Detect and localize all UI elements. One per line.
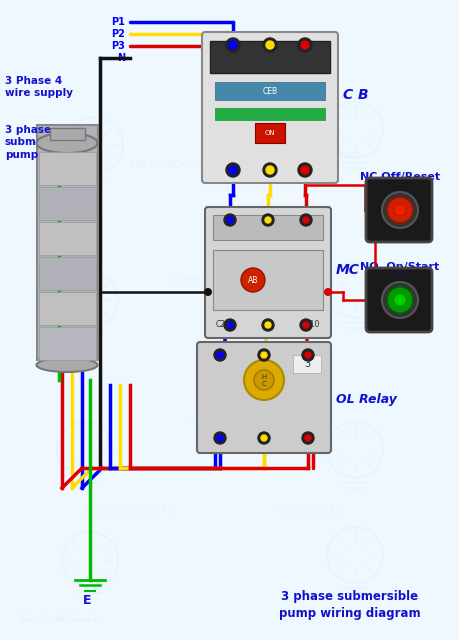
Circle shape bbox=[263, 163, 276, 177]
Bar bbox=[39, 222, 96, 255]
FancyBboxPatch shape bbox=[205, 207, 330, 338]
Circle shape bbox=[300, 166, 308, 174]
Bar bbox=[39, 152, 96, 185]
Text: P2: P2 bbox=[111, 29, 125, 39]
Bar bbox=[210, 41, 329, 73]
Circle shape bbox=[217, 352, 223, 358]
Bar bbox=[39, 187, 96, 220]
Circle shape bbox=[257, 349, 269, 361]
Circle shape bbox=[217, 435, 223, 441]
Circle shape bbox=[213, 432, 225, 444]
Text: NO  On/Start: NO On/Start bbox=[359, 262, 439, 272]
Circle shape bbox=[262, 319, 274, 331]
Circle shape bbox=[393, 204, 405, 216]
Circle shape bbox=[381, 192, 417, 228]
Bar bbox=[213, 250, 322, 310]
Circle shape bbox=[203, 288, 212, 296]
FancyBboxPatch shape bbox=[365, 178, 431, 242]
Bar bbox=[50, 128, 85, 140]
Circle shape bbox=[264, 322, 270, 328]
Circle shape bbox=[265, 166, 274, 174]
Circle shape bbox=[229, 41, 236, 49]
Circle shape bbox=[304, 352, 310, 358]
Text: C B: C B bbox=[342, 88, 368, 102]
Circle shape bbox=[323, 288, 331, 296]
Circle shape bbox=[302, 322, 308, 328]
Bar bbox=[39, 292, 96, 325]
Text: P3: P3 bbox=[111, 41, 125, 51]
Circle shape bbox=[224, 319, 235, 331]
Circle shape bbox=[297, 163, 311, 177]
Text: MC: MC bbox=[335, 263, 359, 277]
Text: CEB: CEB bbox=[262, 86, 277, 95]
Text: 3: 3 bbox=[303, 359, 309, 369]
Circle shape bbox=[265, 41, 274, 49]
Text: ricalOnline4u.: ricalOnline4u. bbox=[275, 280, 343, 290]
Text: H
C: H C bbox=[261, 374, 266, 387]
Bar bbox=[39, 327, 96, 360]
Ellipse shape bbox=[36, 133, 97, 153]
Bar bbox=[292, 355, 320, 373]
Text: C23: C23 bbox=[216, 320, 230, 329]
Circle shape bbox=[260, 352, 266, 358]
Text: ElectricalOnline4u.: ElectricalOnline4u. bbox=[174, 275, 265, 285]
FancyBboxPatch shape bbox=[196, 342, 330, 453]
Text: ricalOnline4u.: ricalOnline4u. bbox=[275, 505, 343, 515]
Text: NC Off/Reset: NC Off/Reset bbox=[359, 172, 439, 182]
Circle shape bbox=[300, 41, 308, 49]
Circle shape bbox=[304, 435, 310, 441]
Text: ElectricalOnline4u.: ElectricalOnline4u. bbox=[20, 616, 106, 625]
Circle shape bbox=[224, 214, 235, 226]
Circle shape bbox=[225, 163, 240, 177]
Circle shape bbox=[302, 432, 313, 444]
Circle shape bbox=[229, 166, 236, 174]
Bar bbox=[214, 82, 325, 100]
Circle shape bbox=[299, 319, 311, 331]
Circle shape bbox=[225, 38, 240, 52]
Circle shape bbox=[386, 287, 412, 313]
Circle shape bbox=[386, 197, 412, 223]
Text: AB: AB bbox=[247, 275, 257, 285]
Circle shape bbox=[297, 38, 311, 52]
Text: 3 Phase 4
wire supply: 3 Phase 4 wire supply bbox=[5, 76, 73, 98]
Text: ON: ON bbox=[264, 130, 275, 136]
Text: 3 phase
submersible
pump: 3 phase submersible pump bbox=[5, 125, 77, 160]
Ellipse shape bbox=[36, 358, 97, 372]
Bar bbox=[39, 257, 96, 290]
Circle shape bbox=[260, 435, 266, 441]
Text: ElectricalOnline4u.: ElectricalOnline4u. bbox=[129, 160, 220, 170]
Bar bbox=[254, 123, 285, 143]
Circle shape bbox=[257, 432, 269, 444]
Circle shape bbox=[213, 349, 225, 361]
Text: calOnline4u. com.: calOnline4u. com. bbox=[275, 150, 363, 160]
Circle shape bbox=[302, 217, 308, 223]
Circle shape bbox=[262, 214, 274, 226]
Text: 3 phase submersible
pump wiring diagram: 3 phase submersible pump wiring diagram bbox=[279, 590, 420, 620]
Circle shape bbox=[226, 322, 233, 328]
FancyBboxPatch shape bbox=[202, 32, 337, 183]
Text: ElectricalOnline4u.: ElectricalOnline4u. bbox=[84, 505, 176, 515]
Circle shape bbox=[253, 370, 274, 390]
Circle shape bbox=[241, 268, 264, 292]
Text: tricalOnline4u.: tricalOnline4u. bbox=[184, 415, 255, 425]
Text: E: E bbox=[83, 593, 91, 607]
Circle shape bbox=[243, 360, 283, 400]
Circle shape bbox=[299, 214, 311, 226]
Circle shape bbox=[393, 294, 405, 306]
Text: -10: -10 bbox=[307, 320, 319, 329]
Circle shape bbox=[381, 282, 417, 318]
Bar bbox=[213, 215, 322, 240]
Circle shape bbox=[302, 349, 313, 361]
Text: OL Relay: OL Relay bbox=[335, 394, 396, 406]
Text: N: N bbox=[117, 53, 125, 63]
FancyBboxPatch shape bbox=[365, 268, 431, 332]
Circle shape bbox=[264, 217, 270, 223]
Text: P1: P1 bbox=[111, 17, 125, 27]
Circle shape bbox=[263, 38, 276, 52]
Bar bbox=[214, 108, 325, 120]
Bar bbox=[37, 125, 98, 360]
Circle shape bbox=[226, 217, 233, 223]
